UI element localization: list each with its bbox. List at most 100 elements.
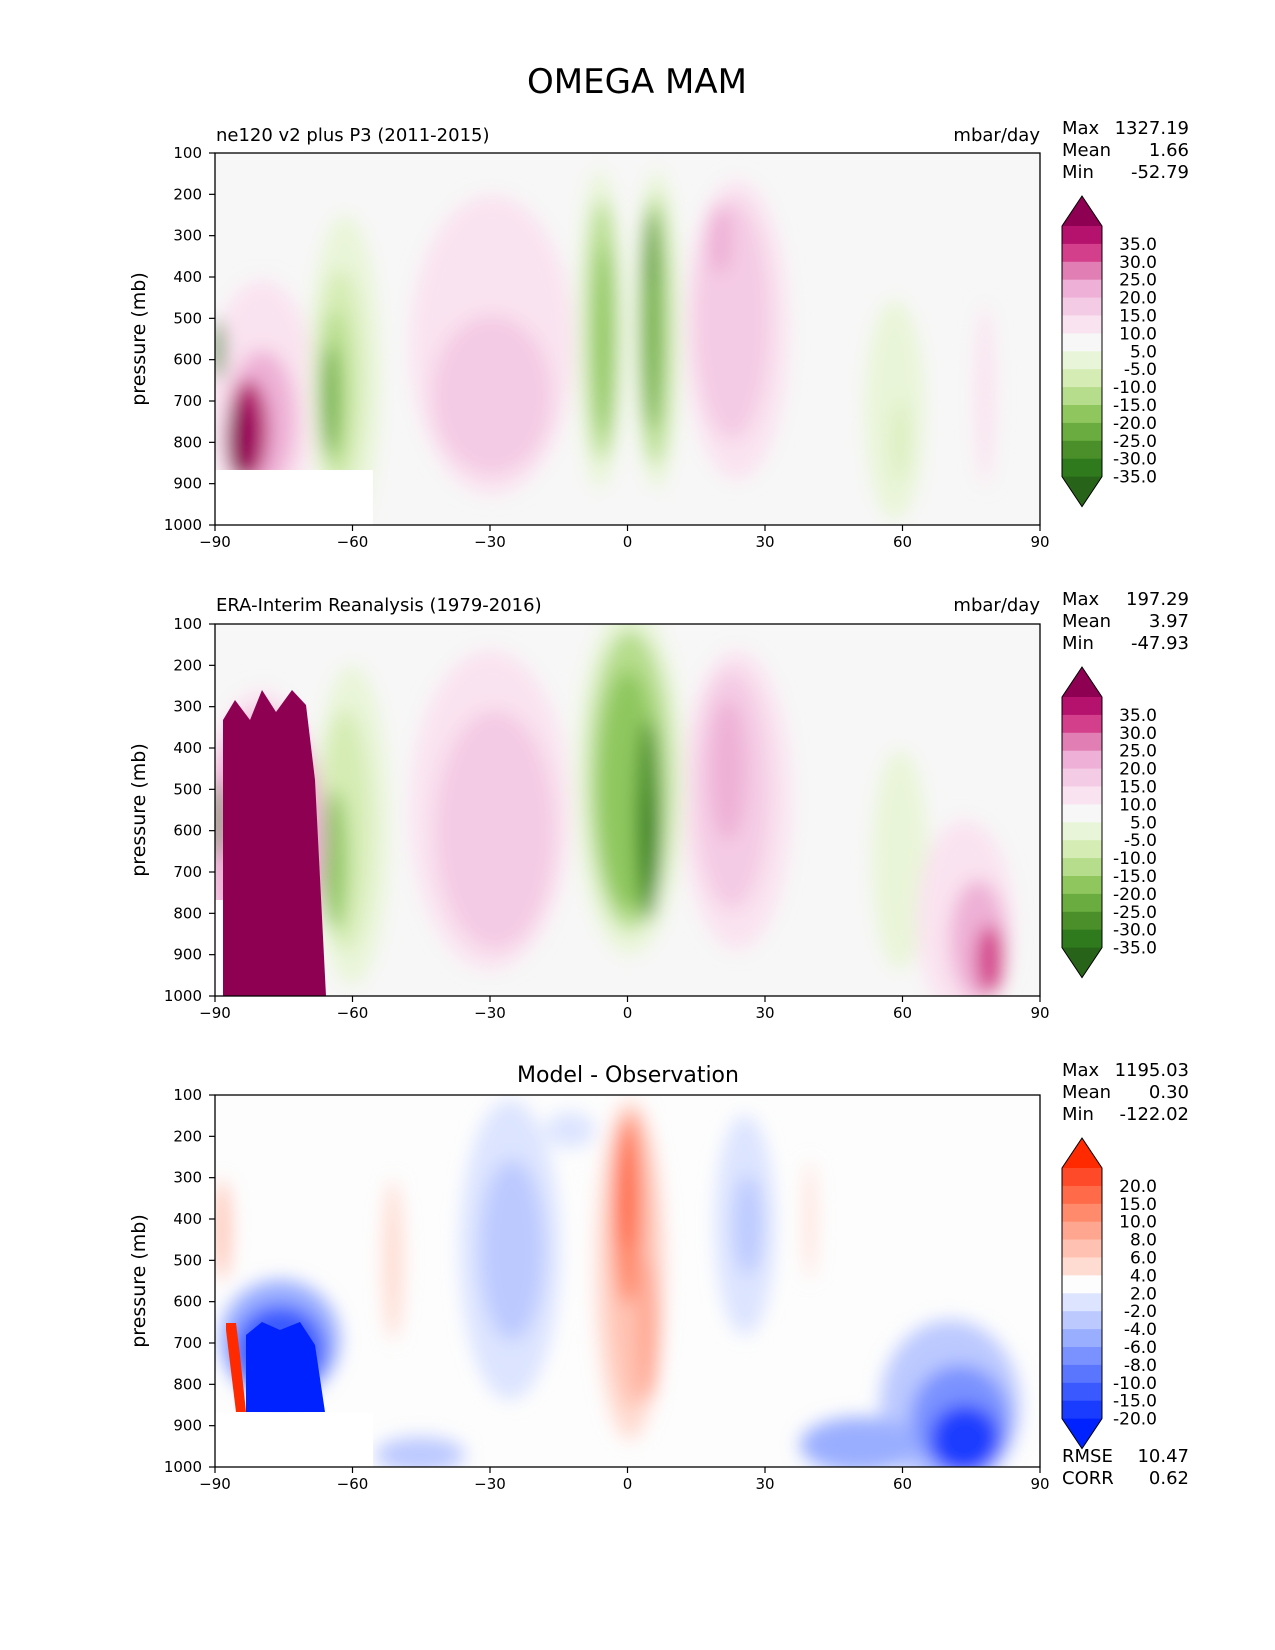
x-tick-label: 90 (1030, 1004, 1049, 1022)
y-tick-label: 900 (173, 946, 202, 964)
y-tick-label: 600 (173, 1293, 202, 1311)
colorbar-swatch (1062, 732, 1102, 752)
y-tick-label: 1000 (164, 1458, 202, 1476)
colorbar-tick-label: 20.0 (1119, 760, 1157, 780)
x-tick-label: 0 (623, 1004, 633, 1022)
colorbar-swatch (1062, 1185, 1102, 1205)
contour-region (617, 1130, 633, 1250)
colorbar-tick-label: 10.0 (1119, 1213, 1157, 1233)
contour-field (215, 153, 1040, 525)
y-tick-label: 300 (173, 698, 202, 716)
colorbar-tick-label: -15.0 (1113, 867, 1157, 887)
colorbar-extend-bottom (1062, 947, 1102, 978)
colorbar-tick-label: 35.0 (1119, 235, 1157, 255)
colorbar-swatch (1062, 858, 1102, 877)
colorbar-swatch (1062, 911, 1102, 931)
stat-label: Mean (1062, 611, 1111, 632)
panel-observation: ERA-Interim Reanalysis (1979-2016) mbar/… (128, 589, 1189, 1022)
y-tick-label: 100 (173, 1086, 202, 1104)
colorbar-swatch (1062, 714, 1102, 734)
colorbar-tick-label: 30.0 (1119, 253, 1157, 273)
colorbar-tick-label: -35.0 (1113, 939, 1157, 959)
x-tick-label: −60 (337, 1475, 369, 1493)
contour-field (215, 624, 1040, 996)
colorbar-swatch (1062, 876, 1102, 895)
stat-value: 1.66 (1149, 140, 1189, 161)
x-tick-label: 30 (755, 1004, 774, 1022)
x-tick-label: −60 (337, 1004, 369, 1022)
contour-region (375, 1437, 465, 1467)
colorbar-swatch (1062, 422, 1102, 442)
contour-region (976, 925, 1004, 995)
contour-region (800, 1417, 920, 1467)
colorbar-swatch (1062, 405, 1102, 424)
axes: −90 −60 −30 0 30 60 90 100 200 300 400 500 600 700 800… (164, 615, 1050, 1022)
contour-region (215, 780, 224, 860)
stat-label: RMSE (1062, 1446, 1113, 1467)
x-tick-label: −60 (337, 533, 369, 551)
colorbar: 35.030.025.020.015.010.05.0-5.0-10.0-15.… (1061, 195, 1157, 508)
stat-label: Max (1062, 589, 1100, 610)
colorbar: 35.030.025.020.015.010.05.0-5.0-10.0-15.… (1061, 666, 1157, 979)
y-tick-label: 400 (173, 1210, 202, 1228)
colorbar-tick-label: -8.0 (1124, 1356, 1157, 1376)
y-tick-label: 500 (173, 780, 202, 798)
colorbar-swatch (1062, 1203, 1102, 1223)
y-tick-label: 100 (173, 615, 202, 633)
colorbar-tick-label: 30.0 (1119, 724, 1157, 744)
contour-region (223, 690, 326, 996)
colorbar-swatch (1062, 1275, 1102, 1294)
y-axis-label: pressure (mb) (128, 1214, 150, 1348)
colorbar-swatch (1062, 1168, 1102, 1187)
x-tick-label: −90 (199, 1004, 231, 1022)
colorbar-swatch (1062, 804, 1102, 823)
colorbar-tick-label: -30.0 (1113, 450, 1157, 470)
y-tick-label: 600 (173, 822, 202, 840)
colorbar-tick-label: -15.0 (1113, 396, 1157, 416)
y-tick-label: 100 (173, 144, 202, 162)
colorbar-tick-label: -5.0 (1124, 360, 1157, 380)
contour-region (708, 206, 732, 274)
y-tick-label: 300 (173, 227, 202, 245)
panel-model: ne120 v2 plus P3 (2011-2015) mbar/day (128, 118, 1189, 551)
y-tick-label: 600 (173, 351, 202, 369)
colorbar-tick-label: -20.0 (1113, 414, 1157, 434)
figure-title: OMEGA MAM (527, 62, 747, 102)
y-tick-label: 1000 (164, 516, 202, 534)
x-tick-label: −90 (199, 1475, 231, 1493)
colorbar-tick-label: -20.0 (1113, 885, 1157, 905)
y-tick-label: 800 (173, 904, 202, 922)
colorbar-tick-label: -10.0 (1113, 378, 1157, 398)
colorbar-swatch (1062, 893, 1102, 913)
y-tick-label: 200 (173, 656, 202, 674)
stat-value: 1195.03 (1115, 1060, 1189, 1081)
stat-value: -52.79 (1131, 162, 1189, 183)
colorbar-outline (1061, 1137, 1103, 1450)
contour-region (643, 790, 653, 890)
colorbar-swatch (1062, 1400, 1102, 1419)
colorbar-swatch (1062, 1293, 1102, 1312)
colorbar-tick-label: -10.0 (1113, 1374, 1157, 1394)
axes: −90 −60 −30 0 30 60 90 100 200 300 400 500 600 700 800… (164, 144, 1050, 551)
x-tick-label: −30 (474, 533, 506, 551)
colorbar-swatch (1062, 1221, 1102, 1240)
colorbar-extend-bottom (1062, 1418, 1102, 1449)
colorbar-swatch (1062, 387, 1102, 406)
contour-region (595, 245, 613, 435)
colorbar-tick-label: 15.0 (1119, 307, 1157, 327)
contour-region (805, 1160, 815, 1280)
colorbar-outline (1061, 666, 1103, 979)
contour-region (710, 700, 746, 840)
colorbar-swatch (1062, 1311, 1102, 1330)
colorbar-tick-label: 8.0 (1130, 1231, 1157, 1251)
y-tick-label: 400 (173, 268, 202, 286)
panel-units: mbar/day (953, 125, 1040, 146)
contour-region (975, 305, 995, 485)
colorbar-tick-label: 6.0 (1130, 1249, 1157, 1269)
contour-region (894, 400, 906, 480)
panel-units: mbar/day (953, 595, 1040, 616)
colorbar-swatch (1062, 315, 1102, 334)
colorbar-tick-label: -15.0 (1113, 1392, 1157, 1412)
colorbar-tick-label: 20.0 (1119, 289, 1157, 309)
